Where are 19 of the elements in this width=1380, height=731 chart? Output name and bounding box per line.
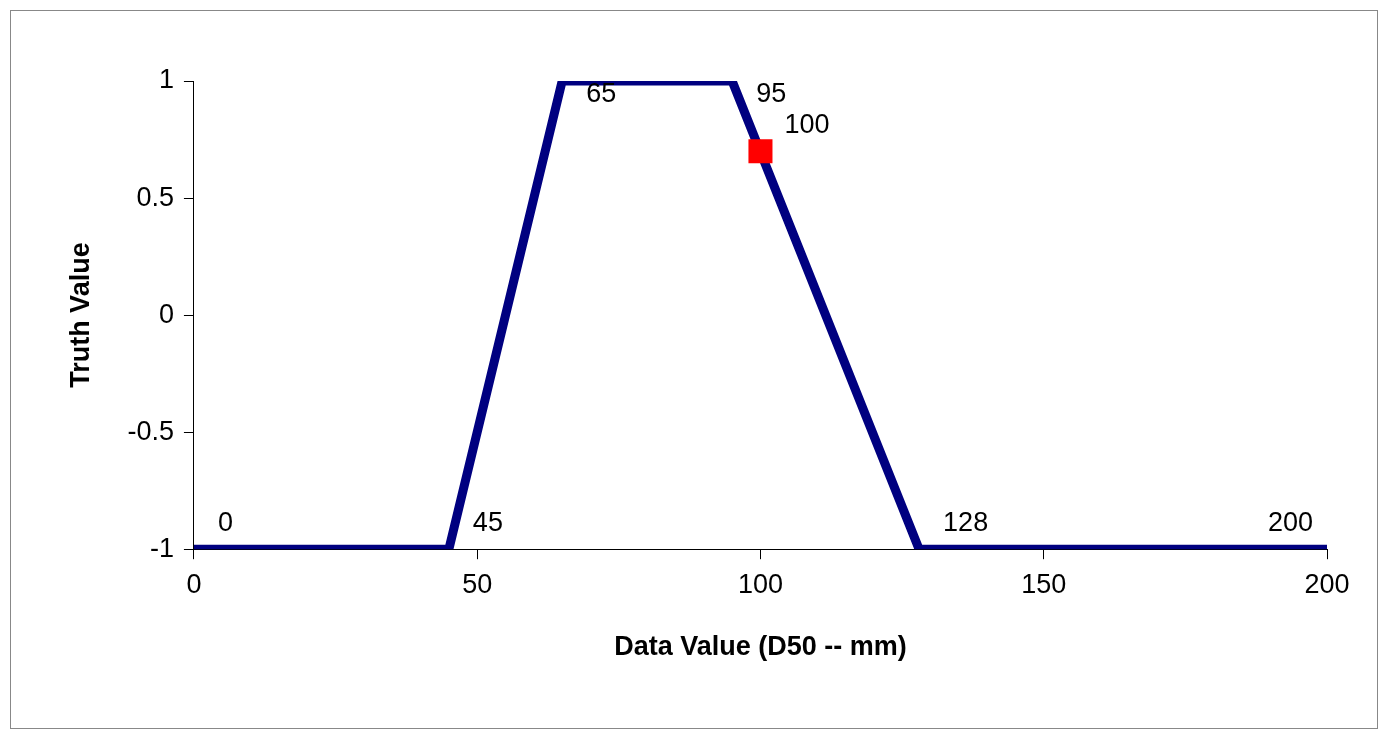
x-axis-title: Data Value (D50 -- mm) <box>614 631 907 662</box>
y-tick-label: 0 <box>158 298 174 329</box>
x-tick-label: 100 <box>737 568 783 599</box>
annotation: 45 <box>472 507 503 538</box>
annotation: 100 <box>784 109 830 140</box>
x-tick-label: 0 <box>186 568 202 599</box>
annotation: 200 <box>1267 507 1313 538</box>
y-tick-label: -0.5 <box>127 415 174 446</box>
annotation: 128 <box>943 507 989 538</box>
y-tick-label: -1 <box>149 532 174 563</box>
x-tick-label: 200 <box>1304 568 1350 599</box>
y-axis-title: Truth Value <box>64 242 95 388</box>
x-tick-label: 150 <box>1021 568 1067 599</box>
y-tick-label: 0.5 <box>136 181 174 212</box>
x-tick-label: 50 <box>462 568 493 599</box>
y-tick-label: 1 <box>158 64 174 95</box>
annotation: 0 <box>217 507 233 538</box>
annotation: 95 <box>756 77 787 108</box>
annotation: 65 <box>586 77 617 108</box>
